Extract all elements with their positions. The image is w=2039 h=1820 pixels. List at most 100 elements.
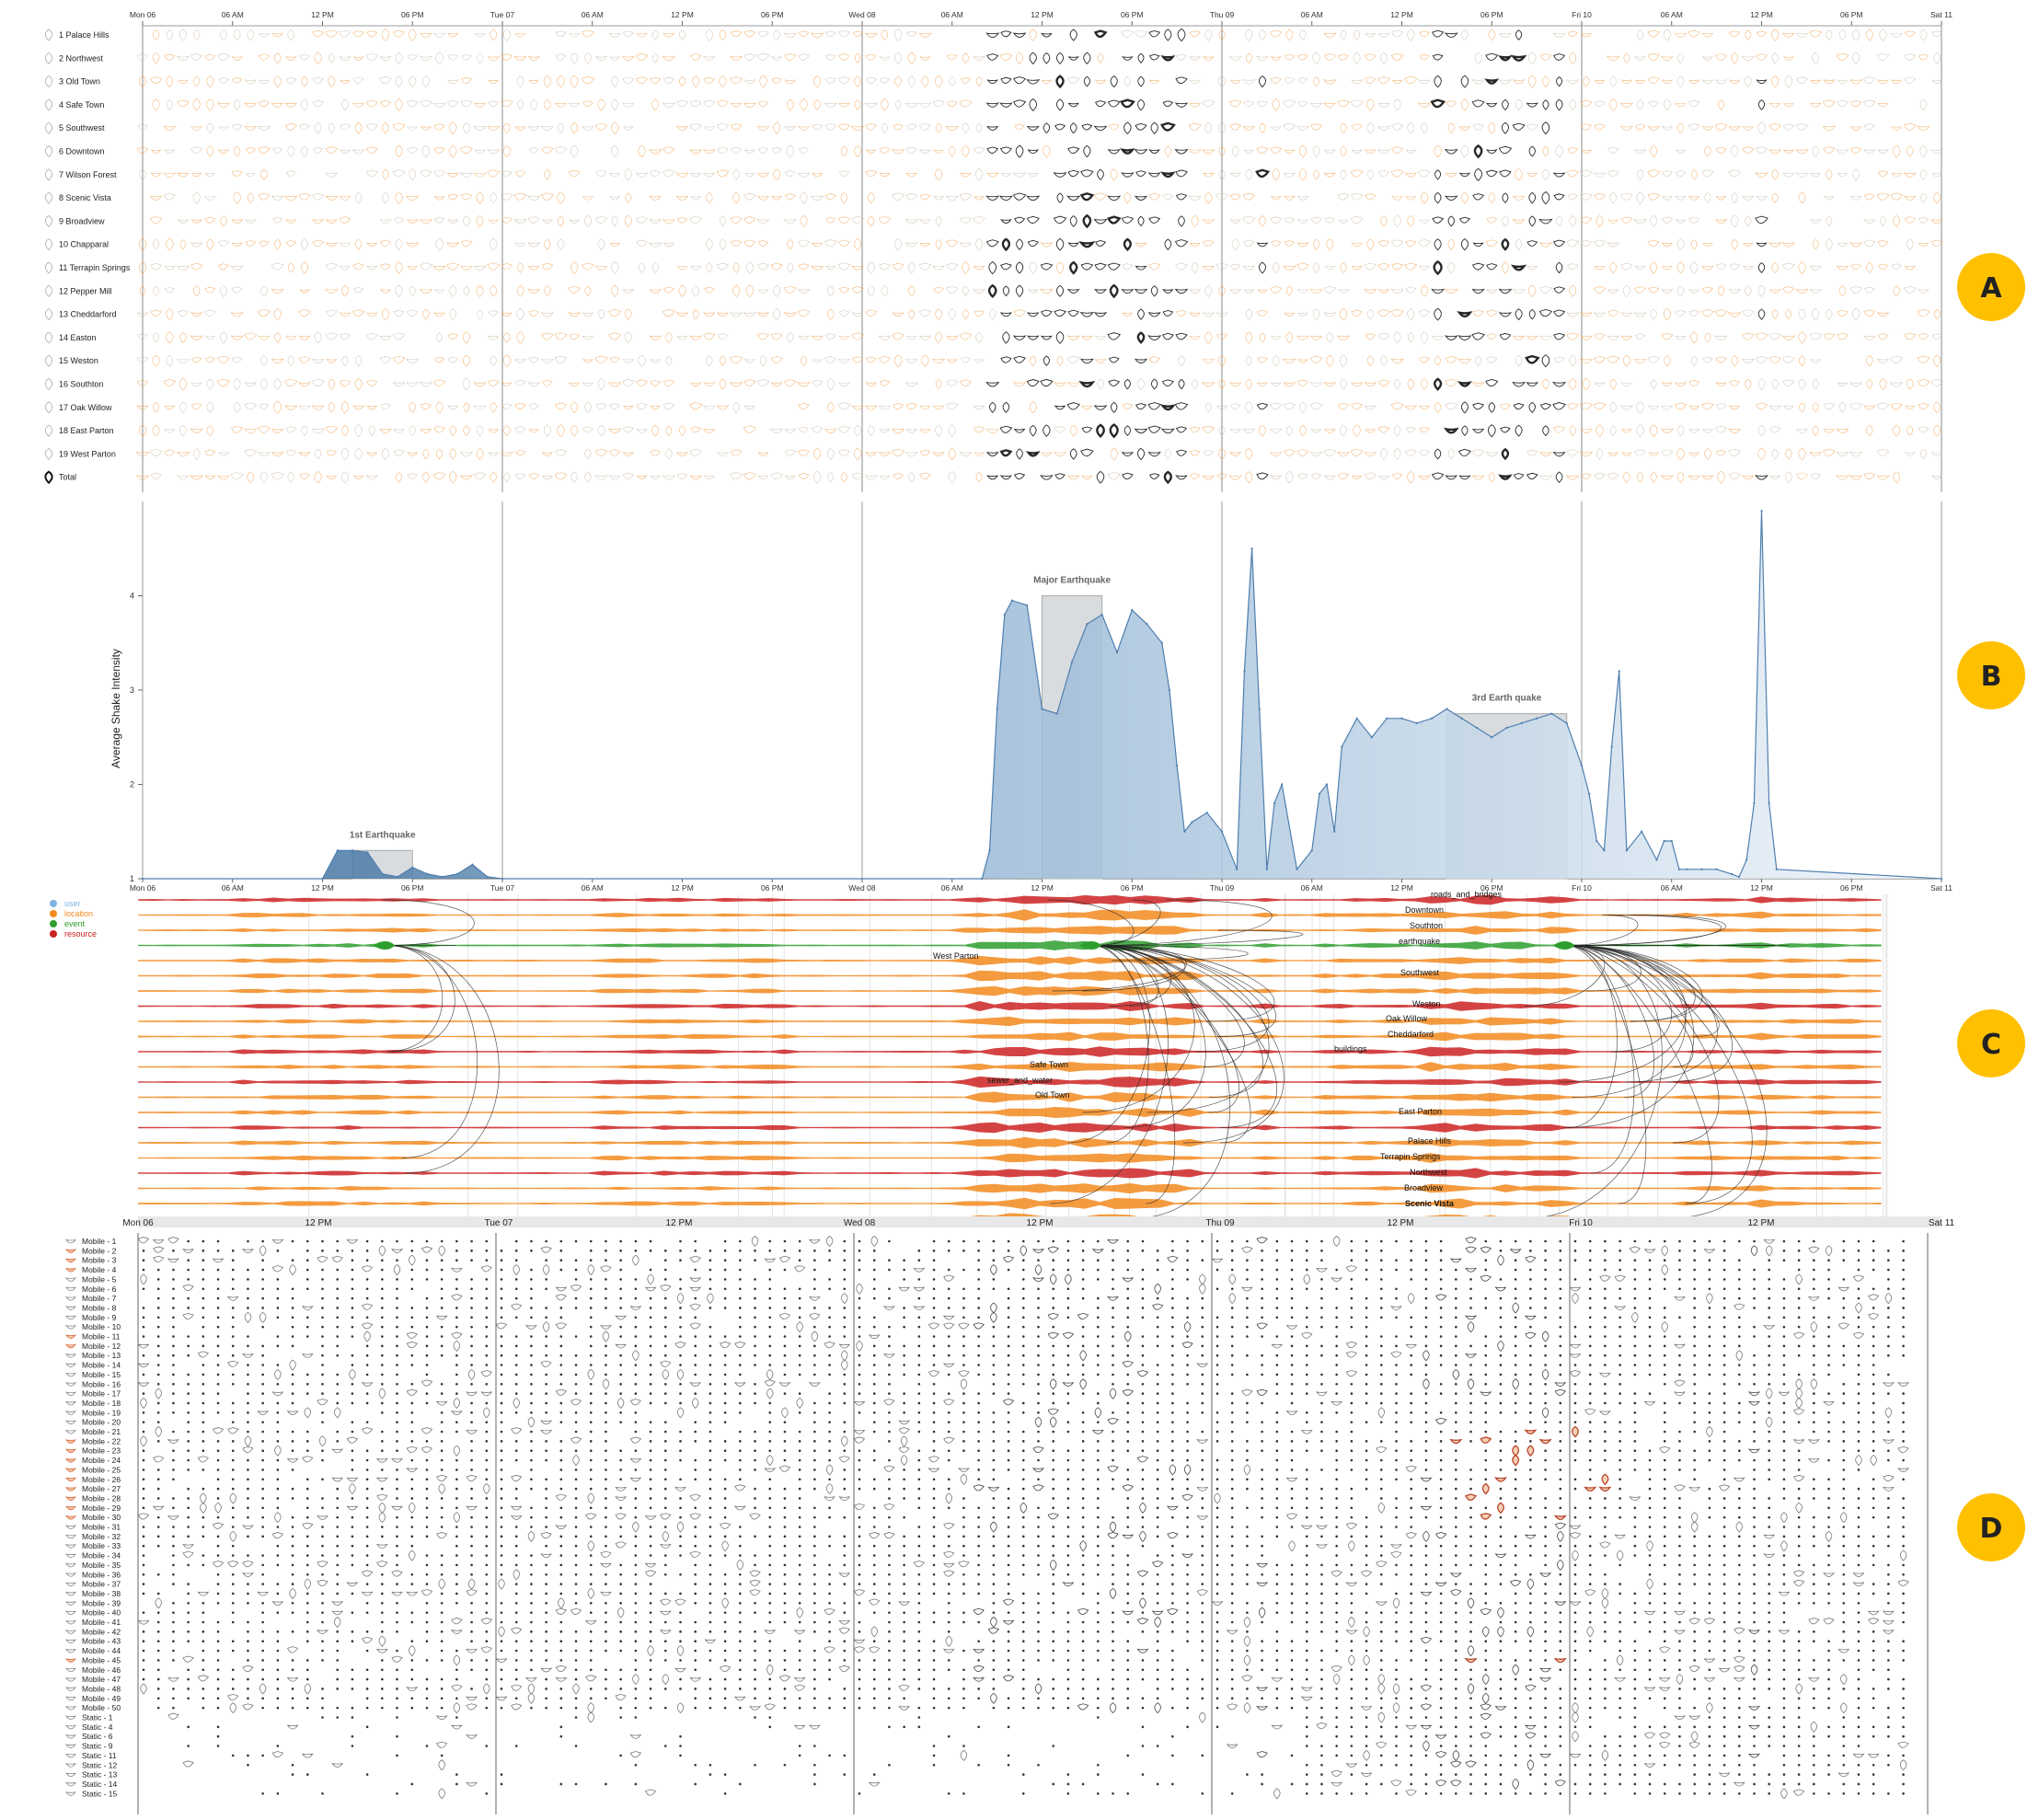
panel-a-shake-glyph bbox=[325, 146, 338, 154]
panel-a-shake-glyph bbox=[409, 425, 416, 437]
panel-a-shake-glyph bbox=[1216, 333, 1227, 340]
panel-a-shake-glyph bbox=[1795, 428, 1809, 433]
panel-a-shake-glyph bbox=[904, 358, 918, 363]
panel-d-reading-dot bbox=[932, 1335, 936, 1338]
panel-d-reading-dot bbox=[336, 1392, 340, 1395]
panel-d-reading-dot bbox=[142, 1373, 145, 1377]
panel-d-reading-dot bbox=[1678, 1316, 1681, 1319]
panel-a-shake-glyph bbox=[1755, 172, 1768, 178]
panel-a-shake-glyph bbox=[1134, 358, 1148, 364]
panel-d-reading-dot bbox=[1663, 1278, 1666, 1281]
panel-a-shake-glyph bbox=[719, 29, 727, 41]
panel-d-report-glyph bbox=[841, 1293, 848, 1305]
panel-c-arc bbox=[1092, 945, 1171, 1007]
panel-a-shake-glyph bbox=[959, 452, 973, 457]
panel-a-shake-glyph bbox=[1067, 475, 1080, 480]
panel-d-reading-dot bbox=[1559, 1268, 1562, 1272]
panel-d-reading-dot bbox=[202, 1268, 205, 1272]
panel-d-reading-dot bbox=[440, 1287, 444, 1291]
panel-d-reading-dot bbox=[1156, 1401, 1159, 1405]
panel-d-reading-dot bbox=[156, 1353, 160, 1357]
panel-d-reading-dot bbox=[276, 1382, 280, 1386]
panel-a-shake-glyph bbox=[177, 172, 190, 178]
panel-d-reading-dot bbox=[843, 1373, 847, 1377]
panel-a-shake-glyph bbox=[1284, 240, 1295, 247]
panel-d-reading-dot bbox=[1604, 1287, 1607, 1291]
panel-d-reading-dot bbox=[962, 1335, 965, 1338]
panel-a-shake-glyph bbox=[325, 195, 339, 201]
panel-a-row-icon bbox=[45, 378, 52, 391]
panel-d-reading-dot bbox=[1902, 1353, 1905, 1357]
panel-a-shake-glyph bbox=[812, 359, 824, 363]
panel-a-shake-glyph bbox=[1242, 215, 1256, 224]
panel-a-shake-glyph bbox=[1000, 356, 1012, 363]
panel-a-row-icon bbox=[45, 214, 52, 227]
panel-a-shake-glyph bbox=[662, 219, 675, 225]
panel-d-reading-dot bbox=[142, 1325, 145, 1329]
panel-d-reading-dot bbox=[1097, 1392, 1100, 1395]
panel-d-reading-dot bbox=[843, 1401, 847, 1405]
panel-a-shake-glyph bbox=[1864, 286, 1875, 294]
panel-d-reading-dot bbox=[1112, 1364, 1114, 1366]
panel-a-shake-glyph bbox=[1040, 335, 1053, 340]
panel-a-shake-glyph bbox=[1107, 215, 1122, 225]
panel-a-shake-glyph bbox=[1810, 473, 1821, 479]
panel-a-shake-glyph bbox=[339, 312, 351, 317]
panel-a-shake-glyph bbox=[1620, 262, 1633, 271]
panel-d-reading-dot bbox=[1842, 1364, 1846, 1366]
panel-a-shake-glyph bbox=[892, 192, 905, 201]
panel-a-shake-glyph bbox=[1768, 149, 1782, 155]
panel-a-shake-glyph bbox=[935, 424, 943, 437]
panel-a-shake-glyph bbox=[705, 238, 713, 251]
panel-a-shake-glyph bbox=[1083, 75, 1090, 87]
panel-d-reading-dot bbox=[917, 1373, 921, 1377]
panel-d-reading-dot bbox=[1827, 1268, 1830, 1272]
panel-a-shake-glyph bbox=[1904, 332, 1917, 340]
panel-d-reading-dot bbox=[1559, 1287, 1562, 1291]
panel-d-report-glyph bbox=[363, 1330, 371, 1342]
panel-a-shake-glyph bbox=[1284, 53, 1295, 61]
panel-d-reading-dot bbox=[992, 1364, 996, 1366]
panel-a-shake-glyph bbox=[1650, 471, 1657, 483]
panel-d-reading-dot bbox=[872, 1268, 876, 1272]
panel-a-shake-glyph bbox=[476, 52, 484, 64]
panel-d-reading-dot bbox=[1186, 1335, 1189, 1338]
panel-d-reading-dot bbox=[291, 1335, 294, 1338]
panel-d-report-glyph bbox=[1793, 1408, 1805, 1415]
panel-a-shake-glyph bbox=[1123, 75, 1131, 87]
panel-d-reading-dot bbox=[1275, 1239, 1279, 1243]
panel-d-reading-dot bbox=[1141, 1307, 1145, 1309]
panel-d-reading-dot bbox=[708, 1250, 712, 1252]
panel-a-shake-glyph bbox=[623, 126, 634, 131]
panel-a-shake-glyph bbox=[1566, 79, 1580, 85]
panel-a-shake-glyph bbox=[1782, 172, 1795, 178]
panel-d-reading-dot bbox=[1753, 1364, 1756, 1366]
panel-d-reading-dot bbox=[410, 1307, 414, 1309]
panel-a-shake-glyph bbox=[1079, 358, 1094, 364]
panel-b-data-point bbox=[1700, 868, 1703, 870]
panel-d-reading-dot bbox=[1037, 1392, 1040, 1395]
panel-a-shake-glyph bbox=[432, 472, 446, 480]
panel-a-shake-glyph bbox=[463, 215, 470, 227]
panel-d-reading-dot bbox=[1842, 1353, 1846, 1357]
panel-a-shake-glyph bbox=[1080, 262, 1094, 271]
panel-a-shake-glyph bbox=[1391, 195, 1404, 201]
panel-a-shake-glyph bbox=[1809, 332, 1823, 340]
panel-d-reading-dot bbox=[754, 1344, 756, 1348]
panel-d-reading-dot bbox=[1708, 1401, 1711, 1405]
panel-a-shake-glyph bbox=[1555, 471, 1563, 483]
panel-a-shake-glyph bbox=[879, 380, 891, 386]
panel-a-shake-glyph bbox=[1731, 238, 1738, 250]
panel-a-shake-glyph bbox=[490, 285, 498, 297]
panel-d-reading-dot bbox=[888, 1259, 891, 1261]
panel-d-report-glyph bbox=[1345, 1351, 1358, 1358]
panel-d-reading-dot bbox=[231, 1382, 235, 1386]
panel-a-shake-glyph bbox=[1407, 332, 1414, 343]
panel-d-reading-dot bbox=[1753, 1278, 1756, 1281]
panel-d-reading-dot bbox=[768, 1344, 772, 1348]
panel-a-shake-glyph bbox=[1661, 449, 1674, 456]
panel-a-shake-glyph bbox=[299, 473, 310, 479]
panel-a-shake-glyph bbox=[1083, 52, 1091, 65]
panel-a-shake-glyph bbox=[1862, 76, 1876, 85]
panel-d-reading-dot bbox=[545, 1316, 547, 1319]
